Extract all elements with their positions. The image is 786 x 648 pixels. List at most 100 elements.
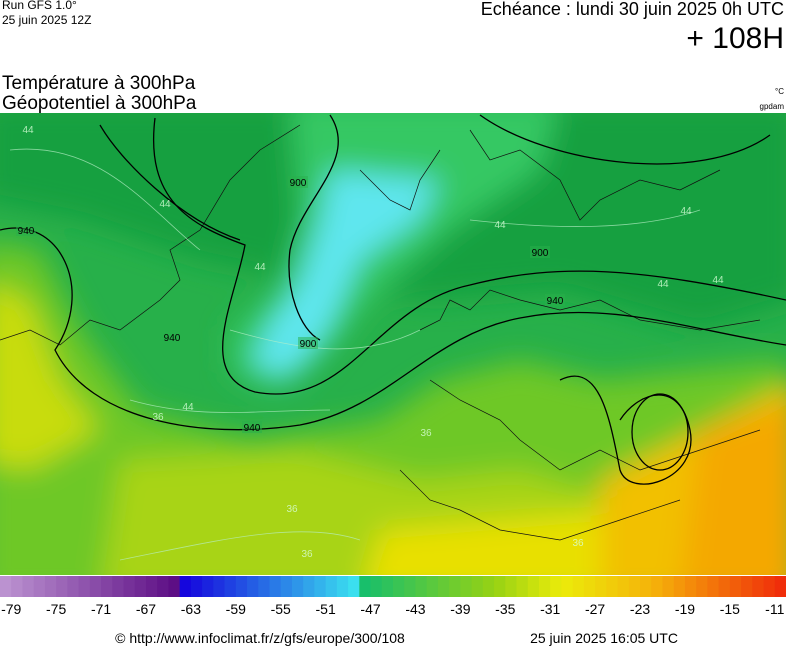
colorbar-swatch [44,576,57,597]
colorbar-swatch [572,576,585,597]
colorbar-swatch [336,576,349,597]
colorbar-label: -75 [46,601,66,617]
colorbar-swatch [696,576,708,597]
colorbar-swatch [437,576,450,597]
isotherm-label: 36 [572,538,584,549]
contour-label-bg [530,246,550,258]
contour-label: 940 [244,423,261,434]
map: 940 900 900 940 940 900 940 44 44 44 44 44 44 44 44 36 3… [0,113,786,575]
colorbar-label: -39 [450,601,470,617]
colorbar-label: -67 [136,601,156,617]
colorbar-swatch [561,576,574,597]
colorbar-swatch [707,576,720,597]
colorbar-swatch [101,576,113,597]
colorbar-label: -11 [765,601,784,617]
colorbar-label: -15 [720,601,740,617]
colorbar-swatch [258,576,270,597]
lead-time: + 108H [686,22,784,55]
contour-label: 900 [300,339,317,350]
geopotential-contour [559,375,692,485]
colorbar-swatch [415,576,428,597]
geopotential-contour [99,124,241,241]
isotherm-label: 36 [301,549,313,560]
colorbar-swatch [460,576,473,597]
colorbar-label: -31 [540,601,560,617]
colorbar-swatch [729,576,742,597]
colorbar-swatch [89,576,102,597]
colorbar-swatch [763,576,776,597]
colorbar-swatch [617,576,630,597]
colorbar-swatch [449,576,461,597]
colorbar-swatch [640,576,652,597]
colorbar-label: -71 [91,601,111,617]
colorbar-swatch [404,576,416,597]
colorbar-swatch [482,576,495,597]
contour-label-bg [242,421,262,433]
colorbar-swatch [280,576,293,597]
colorbar-swatch [213,576,226,597]
colorbar-label: -79 [1,601,21,617]
contour-label-bg [288,176,308,188]
colorbar-label: -27 [585,601,605,617]
unit-geopotential: gpdam [760,102,785,111]
isotherm-label: 44 [494,220,506,231]
isotherm-label: 44 [712,275,724,286]
colorbar-label: -43 [405,601,425,617]
colorbar-swatch [774,576,786,597]
contour-label-bg [545,294,565,306]
colorbar-swatch [190,576,203,597]
colorbar-swatch [516,576,529,597]
colorbar-swatch [269,576,282,597]
run-date: 25 juin 2025 12Z [2,13,91,27]
colorbar-label: -19 [675,601,695,617]
colorbar-swatch [583,576,596,597]
colorbar-swatch [494,576,506,597]
colorbar-swatch [471,576,484,597]
contour-label-bg [16,224,36,236]
colorbar-swatch [595,576,607,597]
colorbar-swatch [370,576,383,597]
colorbar-swatch [628,576,641,597]
colorbar-swatch [505,576,518,597]
colorbar-swatch [224,576,237,597]
isotherm-label: 44 [254,262,266,273]
geopotential-low [631,393,689,471]
colorbar-swatch [527,576,540,597]
colorbar-swatch [538,576,551,597]
colorbar-swatch [168,576,181,597]
colorbar-swatch [741,576,753,597]
geopotential-contour [153,117,786,395]
colorbar-swatch [673,576,686,597]
contour-label: 940 [18,226,35,237]
colorbar-swatch [348,576,360,597]
footer-url: © http://www.infoclimat.fr/z/gfs/europe/… [115,630,405,646]
colorbar-swatch [179,576,192,597]
isotherm-label: 44 [22,125,34,136]
colorbar-swatch [78,576,91,597]
geopotential-contour [288,114,339,341]
colorbar-label: -59 [226,601,246,617]
valid-time: Echéance : lundi 30 juin 2025 0h UTC [481,0,784,19]
colorbar-swatch [33,576,46,597]
colorbar-swatch [157,576,169,597]
geopotential-contour [0,227,786,431]
colorbar-label: -51 [316,601,336,617]
contour-label: 940 [164,333,181,344]
run-label: Run GFS 1.0° [2,0,77,12]
colorbar-swatch [67,576,80,597]
colorbar-label: -63 [181,601,201,617]
colorbar-swatch [112,576,125,597]
colorbar-swatch [11,576,23,597]
unit-temperature: °C [775,87,784,96]
colorbar-swatch [393,576,405,597]
colorbar-swatch [0,576,12,597]
colorbar-swatch [684,576,697,597]
colorbar-swatch [235,576,248,597]
contour-label-bg [162,331,182,343]
colorbar-label: -55 [271,601,291,617]
colorbar-swatch [550,576,562,597]
colorbar-label: -47 [360,601,380,617]
colorbar-swatch [291,576,304,597]
colorbar-label: -35 [495,601,515,617]
